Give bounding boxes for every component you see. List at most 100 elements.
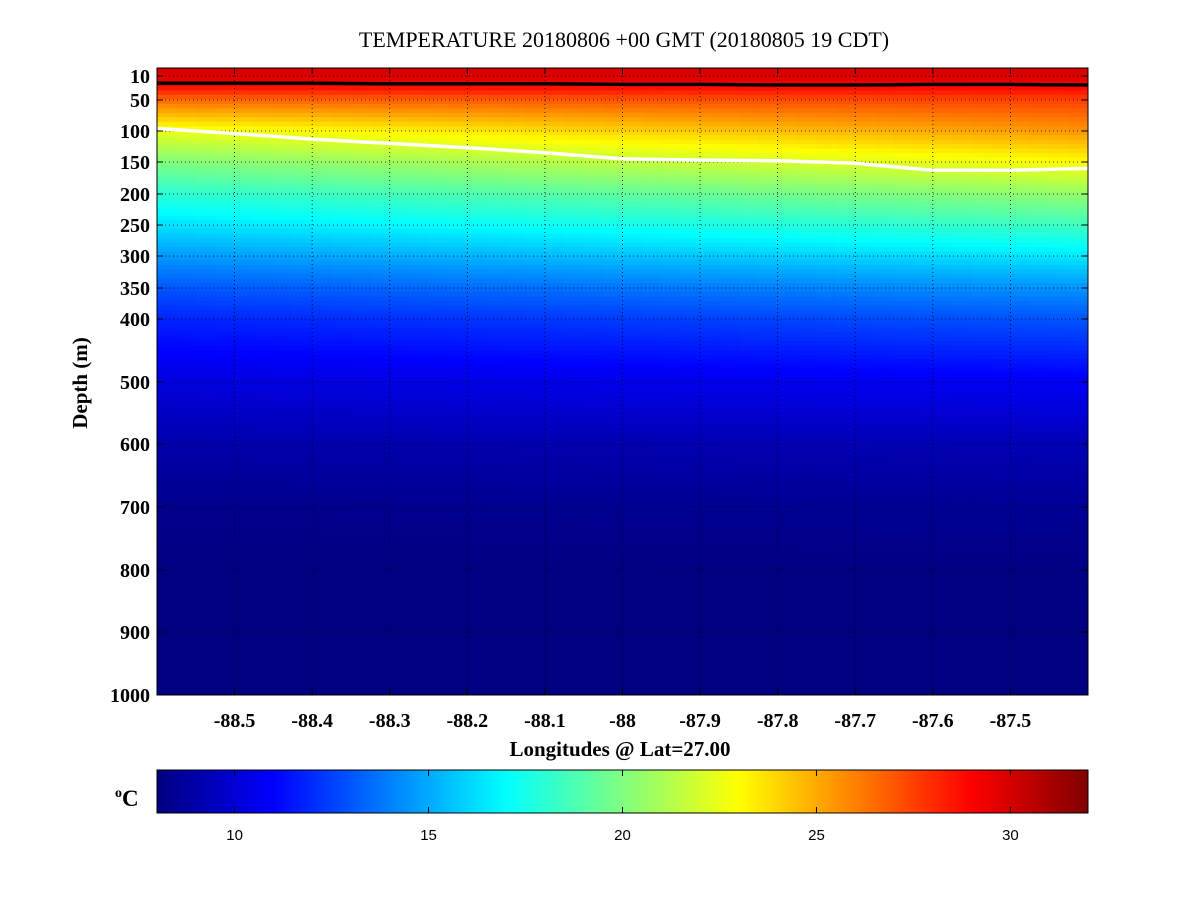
- heatmap-cell: [1068, 148, 1088, 154]
- heatmap-cell: [157, 484, 177, 490]
- heatmap-cell: [544, 135, 565, 141]
- heatmap-cell: [525, 193, 546, 199]
- heatmap-cell: [486, 475, 507, 481]
- heatmap-cell: [234, 193, 255, 199]
- heatmap-cell: [583, 417, 604, 423]
- heatmap-cell: [234, 515, 255, 521]
- heatmap-cell: [195, 444, 216, 450]
- heatmap-cell: [738, 403, 759, 409]
- heatmap-cell: [447, 439, 468, 445]
- heatmap-cell: [564, 215, 585, 221]
- heatmap-cell: [913, 318, 934, 324]
- heatmap-cell: [215, 488, 236, 495]
- heatmap-cell: [855, 439, 876, 445]
- heatmap-cell: [486, 412, 507, 418]
- heatmap-cell: [389, 390, 410, 396]
- heatmap-cell: [467, 206, 488, 212]
- heatmap-cell: [622, 197, 643, 203]
- heatmap-cell: [428, 345, 449, 351]
- heatmap-cell: [797, 417, 818, 423]
- heatmap-cell: [1029, 363, 1050, 369]
- heatmap-cell: [777, 336, 798, 342]
- heatmap-cell: [583, 390, 604, 396]
- heatmap-cell: [564, 72, 585, 78]
- heatmap-cell: [797, 488, 818, 495]
- heatmap-cell: [641, 265, 662, 271]
- heatmap-cell: [1029, 197, 1050, 203]
- heatmap-cell: [835, 300, 856, 306]
- heatmap-cell: [1068, 430, 1088, 436]
- heatmap-cell: [370, 520, 391, 526]
- heatmap-cell: [894, 117, 915, 123]
- heatmap-cell: [855, 457, 876, 463]
- heatmap-cell: [835, 350, 856, 356]
- heatmap-cell: [797, 278, 818, 284]
- heatmap-cell: [292, 197, 313, 203]
- heatmap-cell: [467, 157, 488, 163]
- heatmap-cell: [292, 515, 313, 521]
- heatmap-cell: [253, 175, 274, 181]
- heatmap-cell: [331, 126, 352, 132]
- heatmap-cell: [971, 439, 992, 445]
- heatmap-cell: [544, 108, 565, 114]
- heatmap-cell: [215, 153, 236, 159]
- heatmap-cell: [622, 126, 643, 132]
- heatmap-cell: [176, 247, 197, 253]
- heatmap-cell: [486, 466, 507, 472]
- heatmap-cell: [719, 247, 740, 253]
- heatmap-cell: [564, 354, 585, 360]
- heatmap-cell: [1029, 296, 1050, 302]
- heatmap-cell: [506, 291, 527, 298]
- heatmap-cell: [680, 511, 701, 517]
- heatmap-cell: [991, 282, 1012, 289]
- heatmap-cell: [1068, 480, 1088, 486]
- heatmap-cell: [971, 417, 992, 423]
- heatmap-cell: [583, 511, 604, 517]
- heatmap-cell: [273, 484, 294, 490]
- heatmap-cell: [331, 112, 352, 118]
- heatmap-cell: [253, 238, 274, 244]
- heatmap-cell: [700, 300, 721, 306]
- heatmap-cell: [932, 251, 953, 257]
- heatmap-cell: [292, 85, 313, 91]
- heatmap-cell: [700, 430, 721, 436]
- heatmap-cell: [389, 457, 410, 463]
- heatmap-cell: [700, 372, 721, 378]
- heatmap-cell: [525, 117, 546, 123]
- heatmap-cell: [835, 117, 856, 123]
- heatmap-cell: [700, 345, 721, 351]
- heatmap-cell: [350, 377, 371, 383]
- heatmap-cell: [1010, 220, 1031, 226]
- heatmap-cell: [312, 197, 333, 203]
- heatmap-cell: [215, 497, 236, 504]
- heatmap-cell: [176, 287, 197, 293]
- heatmap-cell: [506, 153, 527, 159]
- heatmap-cell: [622, 300, 643, 306]
- heatmap-cell: [370, 224, 391, 230]
- heatmap-cell: [273, 372, 294, 378]
- heatmap-cell: [331, 274, 352, 280]
- heatmap-cell: [952, 345, 973, 351]
- heatmap-cell: [894, 462, 915, 468]
- heatmap-cell: [195, 76, 216, 83]
- heatmap-cell: [409, 135, 430, 141]
- heatmap-cell: [894, 99, 915, 105]
- heatmap-cell: [835, 197, 856, 203]
- heatmap-cell: [661, 85, 682, 91]
- heatmap-cell: [835, 475, 856, 481]
- heatmap-cell: [564, 135, 585, 141]
- heatmap-cell: [991, 72, 1012, 78]
- heatmap-cell: [816, 94, 837, 100]
- heatmap-cell: [253, 390, 274, 396]
- heatmap-cell: [777, 99, 798, 105]
- heatmap-cell: [1049, 444, 1070, 450]
- heatmap-cell: [777, 390, 798, 396]
- heatmap-cell: [506, 274, 527, 280]
- heatmap-cell: [273, 139, 294, 145]
- heatmap-cell: [1068, 162, 1088, 168]
- heatmap-cell: [234, 453, 255, 459]
- heatmap-cell: [195, 448, 216, 454]
- heatmap-cell: [447, 188, 468, 194]
- heatmap-cell: [622, 408, 643, 414]
- heatmap-cell: [1029, 274, 1050, 280]
